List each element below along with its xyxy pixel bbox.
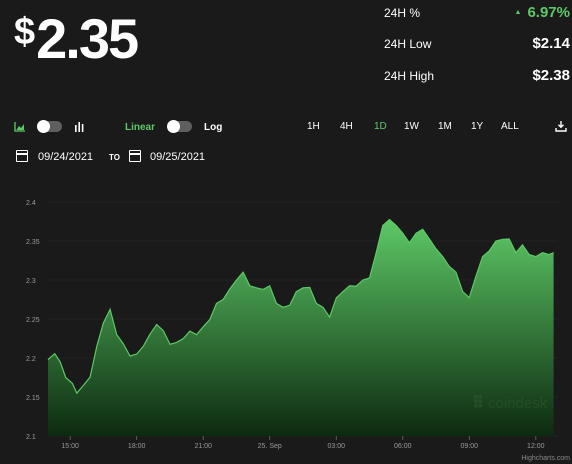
- x-tick-label: 21:00: [194, 443, 212, 450]
- range-1m-button[interactable]: 1M: [438, 121, 452, 132]
- x-tick-label: 18:00: [128, 443, 146, 450]
- coindesk-watermark: coindesk: [474, 395, 548, 412]
- calendar-icon[interactable]: [129, 150, 141, 162]
- x-tick-label: 25. Sep: [258, 443, 282, 450]
- stat-high-24h: 24H High $2.38: [384, 67, 570, 87]
- price-value: 2.35: [36, 7, 139, 70]
- price-chart: 2.1 2.15 2.2 2.25 2.3 2.35 2.4 15:00 18:00 21:00 2…: [0, 182, 572, 464]
- range-4h-button[interactable]: 4H: [340, 121, 353, 132]
- date-to-input[interactable]: 09/25/2021: [150, 151, 206, 163]
- toggle-knob: [37, 120, 50, 133]
- bar-chart-icon[interactable]: [74, 121, 86, 132]
- currency-symbol: $: [14, 11, 36, 53]
- y-tick-label: 2.1: [26, 434, 36, 441]
- range-all-button[interactable]: ALL: [501, 121, 519, 132]
- highcharts-credit[interactable]: Highcharts.com: [521, 455, 570, 462]
- scale-log-label[interactable]: Log: [204, 122, 223, 133]
- stat-low-value: $2.14: [532, 35, 570, 52]
- y-tick-label: 2.3: [26, 278, 36, 285]
- current-price: $2.35: [14, 6, 139, 71]
- toggle-knob: [167, 120, 180, 133]
- stat-change-24h: 24H % ▲ 6.97%: [384, 4, 570, 24]
- x-tick-label: 15:00: [61, 443, 79, 450]
- stat-change-label: 24H %: [384, 6, 421, 20]
- scale-linear-label[interactable]: Linear: [125, 122, 156, 133]
- price-line-series: [47, 218, 554, 395]
- area-chart-icon[interactable]: [14, 121, 26, 132]
- y-tick-label: 2.25: [26, 317, 40, 324]
- up-arrow-icon: ▲: [514, 9, 522, 16]
- x-tick-label: 12:00: [527, 443, 545, 450]
- date-from-input[interactable]: 09/24/2021: [38, 151, 94, 163]
- y-tick-label: 2.35: [26, 239, 40, 246]
- calendar-icon[interactable]: [16, 150, 28, 162]
- y-tick-label: 2.15: [26, 395, 40, 402]
- stat-high-label: 24H High: [384, 69, 435, 83]
- x-tick-label: 09:00: [461, 443, 479, 450]
- scale-toggle[interactable]: [167, 120, 192, 133]
- y-tick-label: 2.2: [26, 356, 36, 363]
- chart-toolbar: Linear Log 1H 4H 1D 1W 1M 1Y ALL: [0, 118, 572, 138]
- stat-high-value: $2.38: [532, 67, 570, 84]
- chart-type-toggle[interactable]: [37, 120, 62, 133]
- price-chart-svg: 2.1 2.15 2.2 2.25 2.3 2.35 2.4 15:00 18:00 21:00 2…: [26, 200, 570, 462]
- stat-change-number: 6.97%: [527, 4, 570, 21]
- range-1w-button[interactable]: 1W: [404, 121, 419, 132]
- x-tick-label: 03:00: [327, 443, 345, 450]
- stat-low-24h: 24H Low $2.14: [384, 35, 570, 55]
- date-range-selector: 09/24/2021 TO 09/25/2021: [0, 148, 572, 168]
- x-tick-label: 06:00: [394, 443, 412, 450]
- range-1d-button[interactable]: 1D: [374, 121, 387, 132]
- watermark-text: coindesk: [488, 395, 548, 412]
- stat-change-value: ▲ 6.97%: [515, 4, 570, 21]
- download-icon[interactable]: [555, 120, 567, 132]
- date-range-separator: TO: [109, 153, 120, 162]
- range-1y-button[interactable]: 1Y: [471, 121, 484, 132]
- y-tick-label: 2.4: [26, 200, 36, 207]
- range-1h-button[interactable]: 1H: [307, 121, 320, 132]
- price-area-series: [48, 219, 554, 436]
- stat-low-label: 24H Low: [384, 37, 432, 51]
